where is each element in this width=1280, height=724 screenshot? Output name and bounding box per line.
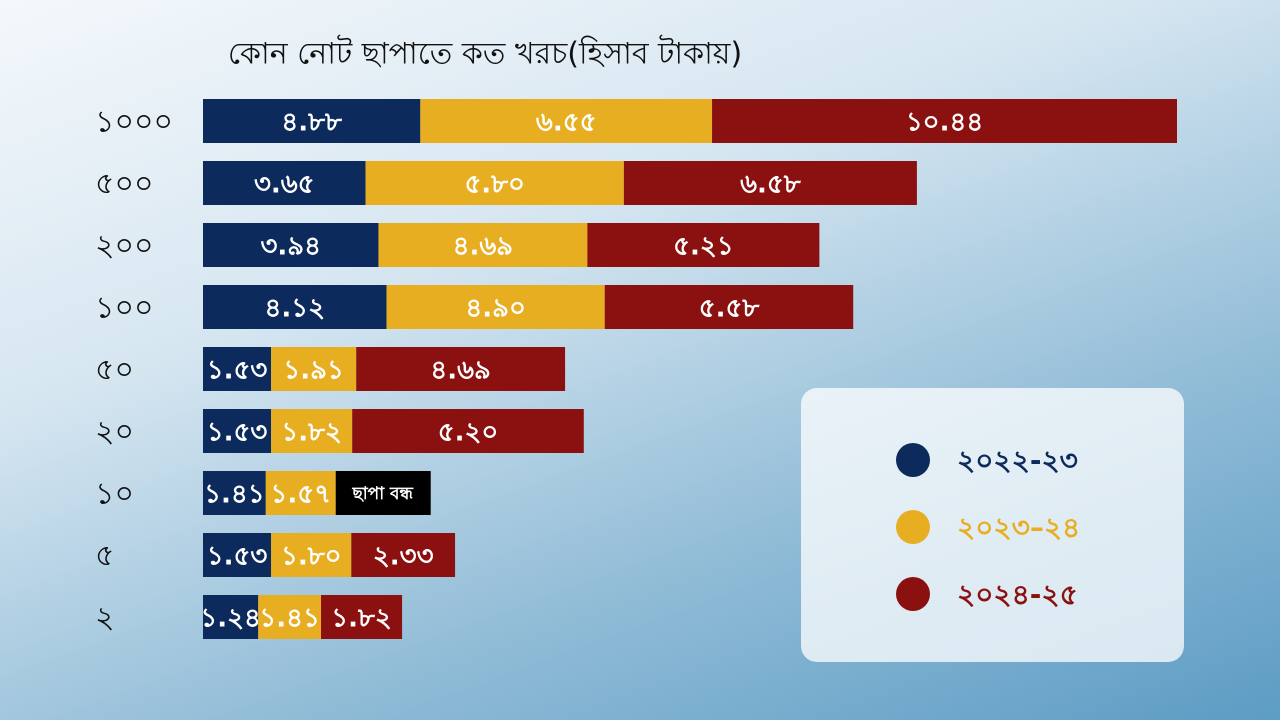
value-label: ৫.২০ (438, 418, 499, 448)
value-label: ৪.৮৮ (281, 108, 343, 138)
value-label: ১.৫৩ (207, 418, 268, 448)
note-label: ছাপা বন্ধ (351, 484, 414, 504)
value-label: ৫.৫৮ (699, 294, 761, 324)
category-label: ২ (95, 601, 115, 636)
bar-segment (351, 533, 456, 577)
value-label: ৩.৯৪ (260, 232, 321, 262)
value-label: ১.৫৩ (207, 542, 268, 572)
category-label: ১০০০ (95, 105, 173, 140)
category-label: ১০০ (95, 291, 153, 326)
legend-label: ২০২৩–২৪ (957, 511, 1080, 544)
value-label: ১.৮২ (331, 604, 392, 634)
bar-segment (604, 285, 854, 329)
value-label: ১.৪১ (259, 604, 320, 634)
bar-segment (386, 285, 605, 329)
value-label: ১.৪১ (204, 480, 265, 510)
bar-segment (271, 533, 352, 577)
legend-marker (896, 577, 930, 611)
bar-segment (258, 595, 322, 639)
bar-segment (203, 99, 421, 143)
value-label: ৫.২১ (673, 232, 734, 262)
bar-segment (712, 99, 1177, 143)
bar-segment (203, 409, 272, 453)
bar-segment (203, 595, 259, 639)
bar-segment (271, 347, 357, 391)
category-label: ২০ (95, 415, 134, 450)
value-label: ১.২৪ (200, 604, 261, 634)
value-label: ১.৮০ (281, 542, 342, 572)
value-label: ৫.৮০ (464, 170, 525, 200)
value-label: ৬.৫৮ (740, 170, 802, 200)
value-label: ১.৯১ (283, 356, 344, 386)
value-label: ১.৮২ (281, 418, 342, 448)
value-label: ১.৫৩ (207, 356, 268, 386)
bar-segment (587, 223, 820, 267)
value-label: ২.৩৩ (373, 542, 434, 572)
chart-title: কোন নোট ছাপাতে কত খরচ(হিসাব টাকায়) (228, 35, 742, 72)
value-label: ৬.৫৫ (536, 108, 597, 138)
category-label: ৫ (95, 539, 114, 574)
legend-label: ২০২২-২৩ (957, 444, 1078, 477)
bar-segment (203, 347, 272, 391)
bar-segment (321, 595, 403, 639)
value-label: ৪.৬৯ (430, 356, 491, 386)
bar-segment (203, 223, 379, 267)
bar-segment (365, 161, 624, 205)
bar-segment (203, 161, 366, 205)
value-label: ৪.১২ (264, 294, 325, 324)
value-label: ৪.৬৯ (453, 232, 514, 262)
bar-segment (352, 409, 584, 453)
bar-segment (271, 409, 353, 453)
category-label: ৫০০ (95, 167, 153, 202)
bar-segment (203, 285, 387, 329)
bar-segment (265, 471, 336, 515)
legend-marker (896, 443, 930, 477)
value-label: ৩.৬৫ (254, 170, 315, 200)
category-label: ৫০ (95, 353, 134, 388)
bar-segment (356, 347, 566, 391)
bar-segment (420, 99, 713, 143)
legend-label: ২০২৪-২৫ (957, 578, 1078, 611)
bar-segment (623, 161, 917, 205)
note-box (335, 471, 431, 515)
category-label: ১০ (95, 477, 134, 512)
value-label: ৪.৯০ (465, 294, 526, 324)
bar-segment (203, 471, 266, 515)
category-label: ২০০ (95, 229, 154, 264)
bar-segment (378, 223, 588, 267)
value-label: ১.৫৭ (270, 480, 331, 510)
legend-marker (896, 510, 930, 544)
bar-segment (203, 533, 272, 577)
value-label: ১০.৪৪ (906, 108, 983, 138)
